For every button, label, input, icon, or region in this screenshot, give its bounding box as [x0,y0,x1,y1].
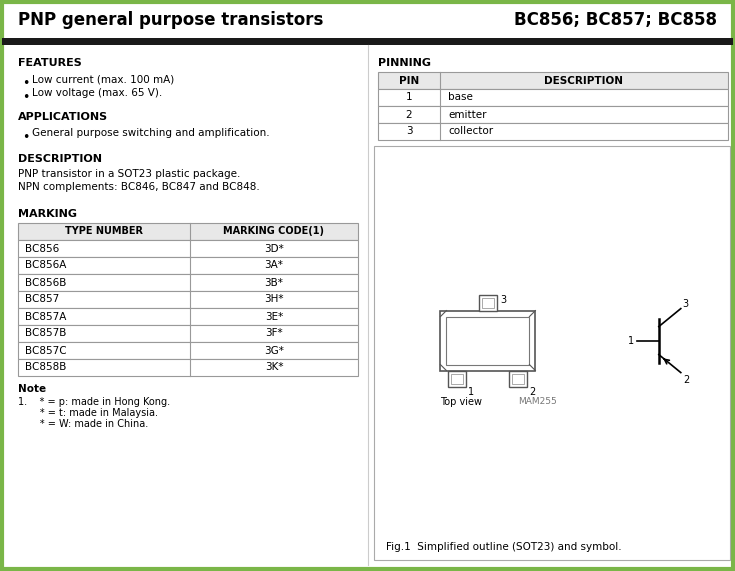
Text: 1: 1 [468,387,475,397]
Text: 1: 1 [628,336,634,345]
Bar [18,240,358,257]
Bar [440,311,535,371]
Bar [374,146,730,560]
Text: BC857: BC857 [25,295,60,304]
Text: •: • [22,131,29,144]
Text: Low current (max. 100 mA): Low current (max. 100 mA) [32,74,174,84]
Text: Low voltage (max. 65 V).: Low voltage (max. 65 V). [32,88,162,98]
Text: 3: 3 [406,127,412,136]
Text: Note: Note [18,384,46,394]
Text: 3: 3 [500,295,506,304]
Text: PINNING: PINNING [378,58,431,68]
Bar [18,308,358,325]
Text: BC857A: BC857A [25,312,66,321]
Text: DESCRIPTION: DESCRIPTION [545,75,623,86]
Bar [509,371,528,387]
Text: emitter: emitter [448,110,487,119]
Bar [446,316,529,364]
Text: Fig.1  Simplified outline (SOT23) and symbol.: Fig.1 Simplified outline (SOT23) and sym… [386,542,622,552]
Text: BC856B: BC856B [25,278,66,288]
Text: MARKING: MARKING [18,209,77,219]
Bar [448,371,467,387]
Text: 3D*: 3D* [264,243,284,254]
Bar [512,373,524,384]
Bar [18,257,358,274]
Text: •: • [22,91,29,104]
Text: 3E*: 3E* [265,312,283,321]
Bar [378,106,728,123]
Bar [18,359,358,376]
Text: BC856; BC857; BC858: BC856; BC857; BC858 [514,11,717,29]
Text: * = t: made in Malaysia.: * = t: made in Malaysia. [18,408,158,418]
Bar [18,223,358,240]
Bar [378,89,728,106]
Text: BC857C: BC857C [25,345,67,356]
Text: * = W: made in China.: * = W: made in China. [18,419,148,429]
Text: base: base [448,93,473,103]
Text: 3: 3 [683,299,689,308]
Text: 3B*: 3B* [265,278,284,288]
Text: PNP transistor in a SOT23 plastic package.: PNP transistor in a SOT23 plastic packag… [18,169,240,179]
Bar [18,291,358,308]
Text: DESCRIPTION: DESCRIPTION [18,154,102,164]
Text: FEATURES: FEATURES [18,58,82,68]
Bar [18,342,358,359]
Text: collector: collector [448,127,493,136]
Text: TYPE NUMBER: TYPE NUMBER [65,227,143,236]
Text: BC857B: BC857B [25,328,66,339]
Bar [479,295,497,311]
Text: 3K*: 3K* [265,363,283,372]
Bar [378,123,728,140]
Text: PNP general purpose transistors: PNP general purpose transistors [18,11,323,29]
Text: APPLICATIONS: APPLICATIONS [18,112,108,122]
Text: 2: 2 [683,375,689,385]
Text: PIN: PIN [399,75,419,86]
Bar [18,274,358,291]
Text: 1: 1 [406,93,412,103]
Text: General purpose switching and amplification.: General purpose switching and amplificat… [32,128,270,138]
Text: MARKING CODE(1): MARKING CODE(1) [223,227,324,236]
Bar [2,38,733,45]
Text: 3A*: 3A* [265,260,284,271]
Text: 3G*: 3G* [264,345,284,356]
Text: 2: 2 [529,387,536,397]
Text: MAM255: MAM255 [518,397,556,405]
Text: BC856: BC856 [25,243,60,254]
Text: BC858B: BC858B [25,363,66,372]
Bar [482,297,494,308]
Text: 3F*: 3F* [265,328,283,339]
Text: BC856A: BC856A [25,260,66,271]
Text: 3H*: 3H* [265,295,284,304]
Text: 2: 2 [406,110,412,119]
Text: NPN complements: BC846, BC847 and BC848.: NPN complements: BC846, BC847 and BC848. [18,182,259,192]
Bar [18,325,358,342]
Text: Top view: Top view [440,397,482,407]
Text: •: • [22,77,29,90]
Text: 1.    * = p: made in Hong Kong.: 1. * = p: made in Hong Kong. [18,397,170,407]
Bar [451,373,464,384]
Bar [378,72,728,89]
